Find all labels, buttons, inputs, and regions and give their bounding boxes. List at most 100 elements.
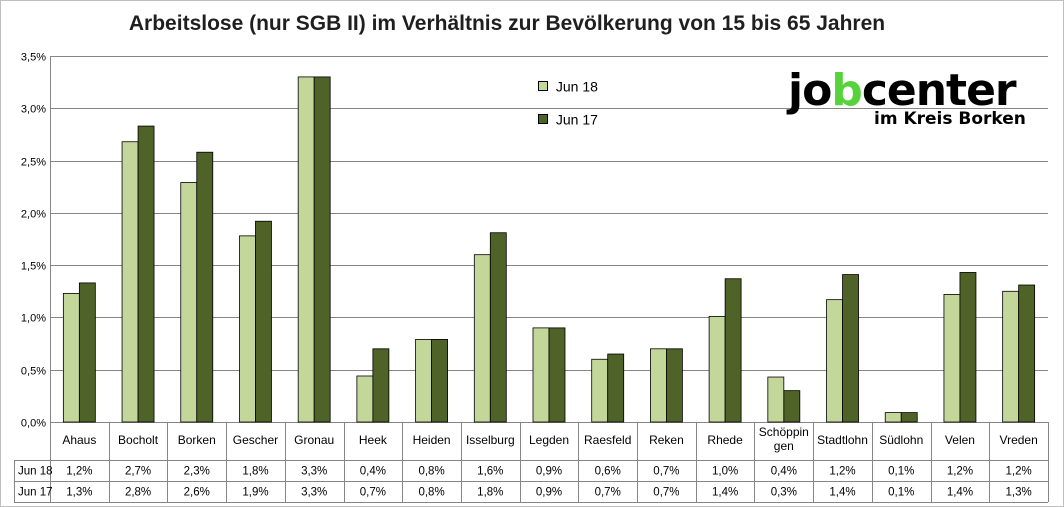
table-cell-value: 0,4% [771, 466, 797, 478]
table-cell-value: 2,3% [184, 466, 210, 478]
y-tick-label: 0,0% [21, 418, 46, 430]
category-label: Heiden [413, 433, 451, 447]
bar-jun-18 [121, 141, 139, 423]
bar-jun-18 [826, 299, 843, 423]
legend-label-jun-17: Jun 17 [555, 111, 598, 128]
category-label: Reken [649, 433, 684, 447]
y-tick-label: 2,5% [21, 157, 46, 169]
bar-jun-17 [78, 282, 96, 423]
legend-swatch-jun-17 [538, 114, 548, 125]
category-label: Isselburg [466, 433, 515, 447]
bar-jun-17 [783, 390, 801, 423]
y-tick-label: 3,5% [21, 52, 46, 64]
category-label: Stadtlohn [817, 433, 868, 447]
table-cell-value: 0,7% [360, 487, 386, 499]
bar-jun-17 [431, 338, 448, 423]
category-label: Südlohn [879, 433, 923, 447]
category-label: Schöppin gen [759, 425, 809, 453]
logo-subtitle: im Kreis Borken [874, 109, 1026, 129]
y-tick-label: 0,5% [21, 366, 46, 378]
bar-jun-17 [548, 327, 566, 423]
category-label: Rhede [707, 433, 743, 447]
y-tick-label: 2,0% [21, 209, 46, 221]
category-label: Heek [359, 433, 388, 447]
bar-jun-17 [842, 274, 859, 423]
legend-item-jun-18: Jun 18 [538, 76, 598, 109]
legend-label-jun-18: Jun 18 [555, 78, 598, 95]
jobcenter-logo: jobcenter im Kreis Borken [788, 63, 1033, 133]
chart-title: Arbeitslose (nur SGB II) im Verhältnis z… [128, 12, 886, 35]
table-cell-value: 2,6% [184, 487, 210, 499]
bar-jun-17 [255, 220, 272, 423]
bar-jun-18 [1002, 290, 1020, 423]
table-cell-value: 0,9% [536, 487, 562, 499]
table-cell-value: 1,3% [1006, 487, 1032, 499]
table-cell-value: 1,3% [66, 487, 92, 499]
table-cell-value: 0,6% [595, 466, 621, 478]
bar-jun-17 [724, 278, 742, 423]
y-tick-label: 1,0% [21, 313, 46, 325]
table-series-label: Jun 18 [18, 466, 53, 478]
table-cell-value: 0,7% [653, 487, 679, 499]
legend: Jun 18 Jun 17 [538, 76, 598, 142]
category-label: Velen [945, 433, 975, 447]
y-axis-tick-labels: 0,0% 0,5% 1,0% 1,5% 2,0% 2,5% 3,0% 3,5% [21, 52, 46, 430]
table-cell-value: 0,8% [418, 487, 444, 499]
bar-jun-18 [767, 376, 785, 423]
table-cell-value: 1,2% [1006, 466, 1032, 478]
table-cell-value: 1,2% [947, 466, 973, 478]
bar-jun-18 [650, 348, 667, 423]
bar-jun-18 [415, 338, 432, 423]
bar-jun-18 [532, 327, 550, 423]
logo-part-center: center [861, 65, 1017, 116]
table-cell-value: 1,4% [947, 487, 973, 499]
table-cell-value: 0,1% [888, 466, 914, 478]
logo-part-b: b [831, 65, 862, 116]
bar-jun-17 [959, 272, 977, 423]
bar-jun-17 [666, 348, 683, 423]
category-label: Borken [178, 433, 216, 447]
logo-part-jo: jo [788, 65, 832, 116]
table-cell-value: 3,3% [301, 487, 327, 499]
bar-jun-17 [900, 412, 918, 423]
bar-jun-18 [591, 358, 609, 423]
bars [62, 76, 1036, 423]
bar-jun-18 [884, 412, 902, 423]
table-cell-value: 3,3% [301, 466, 327, 478]
bar-jun-18 [297, 76, 315, 423]
table-cell-value: 1,8% [242, 466, 268, 478]
table-cell-value: 0,8% [418, 466, 444, 478]
bar-jun-17 [137, 125, 155, 423]
table-cell-value: 1,6% [477, 466, 503, 478]
bar-jun-17 [313, 76, 331, 423]
category-label: Raesfeld [584, 433, 631, 447]
table-cell-value: 0,3% [771, 487, 797, 499]
table-cell-value: 1,4% [712, 487, 738, 499]
bar-jun-18 [473, 254, 491, 423]
table-cell-value: 2,8% [125, 487, 151, 499]
table-cell-value: 0,7% [653, 466, 679, 478]
y-tick-label: 3,0% [21, 104, 46, 116]
category-label: Bocholt [118, 433, 159, 447]
data-table: Ahaus Bocholt Borken Gescher Gronau Heek Heide… [14, 422, 1049, 503]
table-cell-value: 1,0% [712, 466, 738, 478]
bar-jun-18 [708, 315, 726, 423]
legend-swatch-jun-18 [538, 81, 548, 92]
bar-jun-17 [1018, 284, 1036, 423]
category-label: Legden [529, 433, 569, 447]
table-cell-value: 2,7% [125, 466, 151, 478]
category-label: Ahaus [62, 433, 96, 447]
table-cell-value: 0,9% [536, 466, 562, 478]
logo-wordmark: jobcenter [788, 65, 1017, 116]
table-cell-value: 0,7% [595, 487, 621, 499]
bar-jun-18 [62, 292, 80, 423]
table-series-label: Jun 17 [18, 487, 53, 499]
table-cell-value: 1,2% [66, 466, 92, 478]
bar-jun-18 [239, 235, 256, 423]
bar-jun-17 [489, 232, 507, 423]
legend-item-jun-17: Jun 17 [538, 109, 598, 142]
bar-jun-18 [943, 294, 961, 423]
category-label: Gronau [294, 433, 334, 447]
table-cell-value: 1,2% [829, 466, 855, 478]
